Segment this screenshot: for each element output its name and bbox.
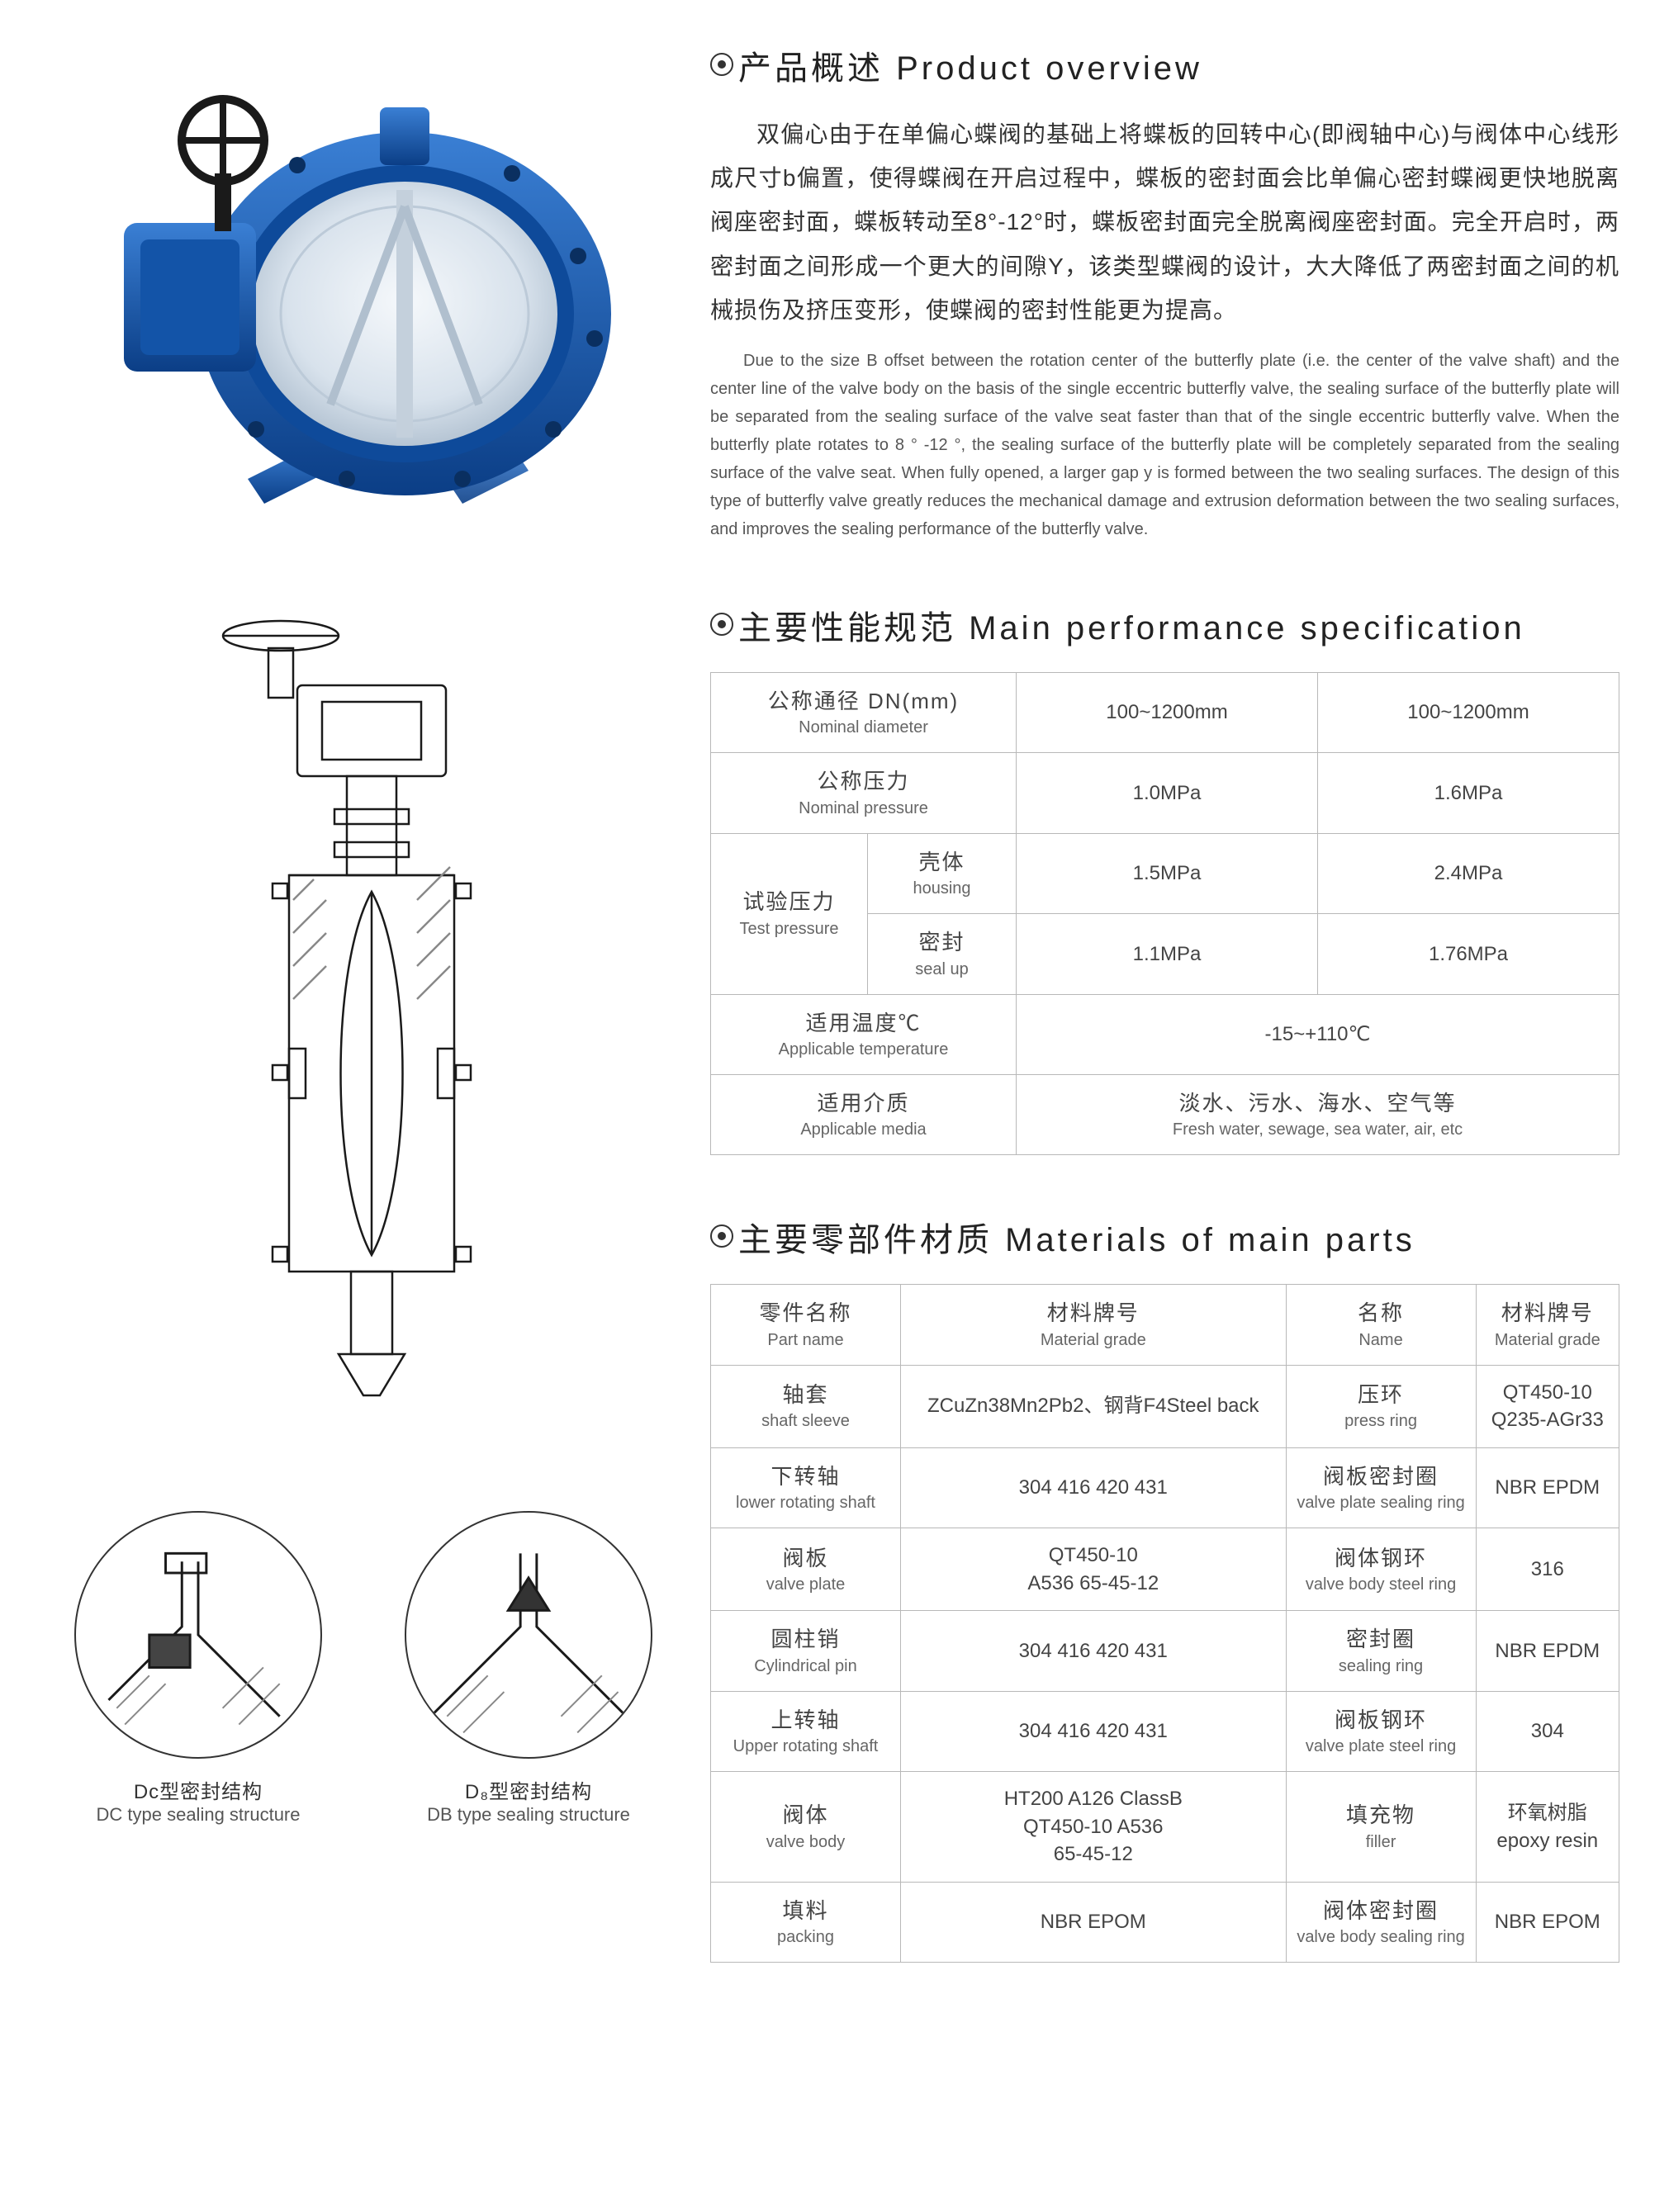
overview-para-cn: 双偏心由于在单偏心蝶阀的基础上将蝶板的回转中心(即阀轴中心)与阀体中心线形成尺寸… [710, 112, 1619, 332]
row-temp-label: 适用温度℃ Applicable temperature [711, 994, 1017, 1074]
left-column: Dc型密封结构 DC type sealing structure [50, 41, 677, 1963]
row-nominal-pressure-label: 公称压力 Nominal pressure [711, 753, 1017, 833]
seal-db-caption-en: DB type sealing structure [392, 1804, 665, 1826]
materials-row: 轴套shaft sleeveZCuZn38Mn2Pb2、钢背F4Steel ba… [711, 1365, 1619, 1447]
spec-table: 公称通径 DN(mm) Nominal diameter 100~1200mm … [710, 672, 1619, 1155]
cross-section-drawing [190, 603, 537, 1412]
right-column: 产品概述 Product overview 双偏心由于在单偏心蝶阀的基础上将蝶板… [710, 41, 1619, 1963]
overview-title: 产品概述 Product overview [710, 41, 1619, 89]
seal-db: D₈型密封结构 DB type sealing structure [392, 1511, 665, 1826]
materials-header-row: 零件名称 Part name 材料牌号 Material grade 名称 Na… [711, 1285, 1619, 1365]
seal-db-caption-cn: D₈型密封结构 [392, 1775, 665, 1804]
row-nominal-diameter-label: 公称通径 DN(mm) Nominal diameter [711, 672, 1017, 752]
overview-para-en: Due to the size B offset between the rot… [710, 347, 1619, 543]
seal-dc-caption-en: DC type sealing structure [62, 1804, 334, 1826]
spec-title: 主要性能规范 Main performance specification [710, 601, 1619, 649]
materials-row: 阀体valve bodyHT200 A126 ClassB QT450-10 A… [711, 1772, 1619, 1883]
materials-row: 上转轴Upper rotating shaft304 416 420 431阀板… [711, 1691, 1619, 1771]
materials-row: 下转轴lower rotating shaft304 416 420 431阀板… [711, 1447, 1619, 1528]
bullet-icon [710, 613, 733, 636]
materials-table: 零件名称 Part name 材料牌号 Material grade 名称 Na… [710, 1284, 1619, 1963]
seal-dc: Dc型密封结构 DC type sealing structure [62, 1511, 334, 1826]
bullet-icon [710, 1224, 733, 1248]
valve-photo [99, 91, 628, 537]
row-test-pressure-label: 试验压力 Test pressure [711, 833, 868, 994]
materials-row: 圆柱销Cylindrical pin304 416 420 431密封圈seal… [711, 1611, 1619, 1691]
seal-dc-caption-cn: Dc型密封结构 [62, 1775, 334, 1804]
materials-row: 阀板valve plateQT450-10 A536 65-45-12阀体钢环v… [711, 1528, 1619, 1611]
materials-title: 主要零部件材质 Materials of main parts [710, 1213, 1619, 1261]
materials-row: 填料packingNBR EPOM阀体密封圈valve body sealing… [711, 1883, 1619, 1963]
bullet-icon [710, 53, 733, 76]
row-media-label: 适用介质 Applicable media [711, 1074, 1017, 1154]
seal-structure-row: Dc型密封结构 DC type sealing structure [50, 1511, 677, 1826]
